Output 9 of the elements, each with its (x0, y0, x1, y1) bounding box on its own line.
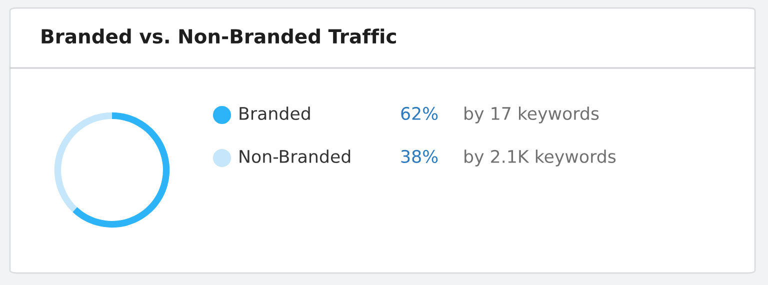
data-label: 62% (401, 106, 438, 120)
donut-slice (72, 112, 170, 228)
legend-label: Non-Branded (240, 150, 350, 164)
text: by 17 keywords (464, 106, 599, 124)
data-label: 38% (401, 150, 438, 164)
legend-label: Branded (240, 106, 310, 120)
chart-title: Branded vs. Non-Branded Traffic (42, 28, 396, 44)
donut-slice (54, 112, 112, 212)
text: by 2.1K keywords (464, 150, 616, 166)
